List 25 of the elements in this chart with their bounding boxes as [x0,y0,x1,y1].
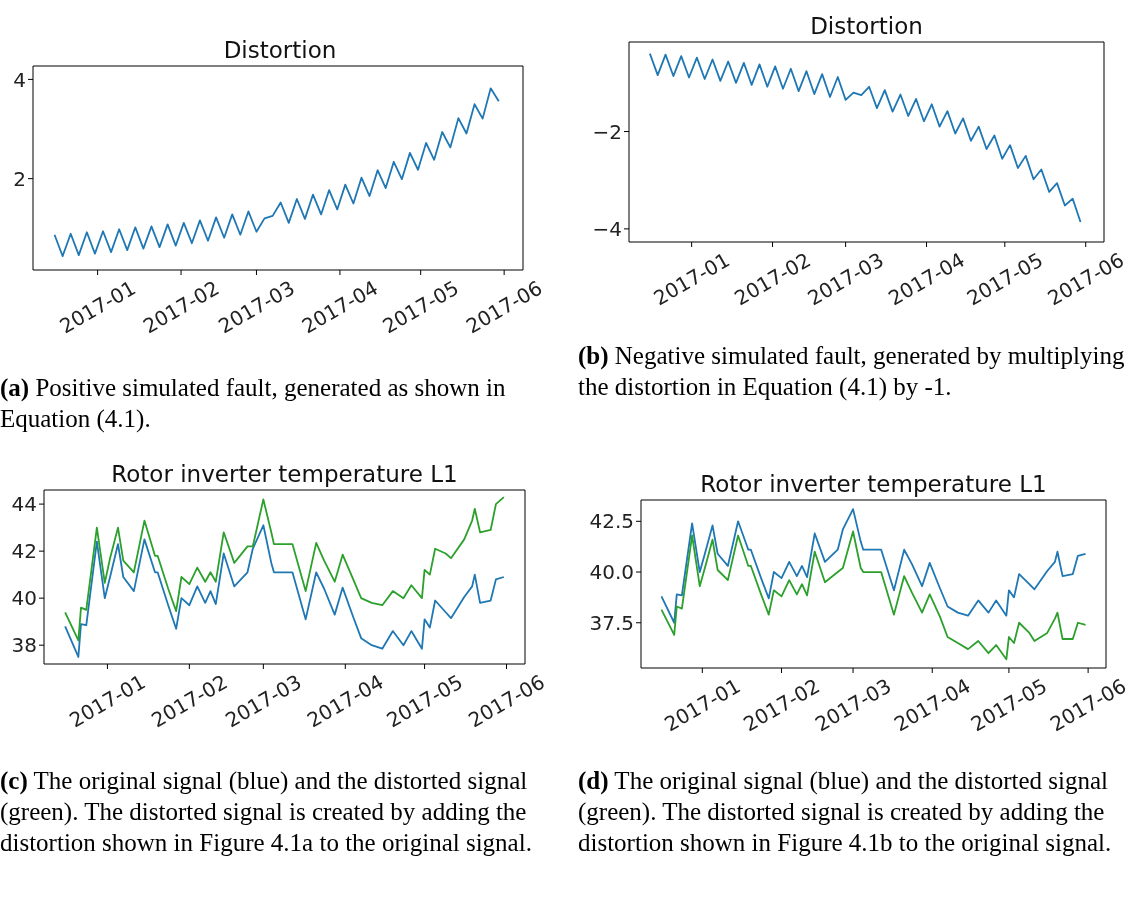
text: (a) Positive simulated fault, generated as shown in Equation (4.1). [0,373,507,434]
text: (d) The original signal (blue) and the distorted signal (green). The distorted signal is created by adding the distortion shown in Figure 4.1b to the original signal. [578,766,1113,858]
chart-title: Rotor inverter temperature L1 [700,470,1047,498]
y-tick-label: 38 [11,633,37,658]
line-series [64,496,505,642]
line-series [648,52,1082,223]
text: (c) The original signal (blue) and the distorted signal (green). The distorted signal is created by adding the distortion shown in Figure 4.1a to the original signal. [0,766,533,858]
chart-title: Distortion [810,12,923,40]
y-tick-label: −2 [592,119,622,144]
chart-title: Distortion [223,36,337,64]
y-tick-label: 40.0 [589,560,634,585]
y-tick-label: 44 [11,492,37,517]
line-series [64,524,505,658]
y-tick-label: 42 [11,539,37,564]
chart-title: Rotor inverter temperature L1 [111,460,458,488]
line-series [660,508,1087,624]
y-tick-label: 37.5 [589,610,634,635]
line-series [53,87,500,257]
y-tick-label: 40 [11,586,37,611]
y-tick-label: −4 [592,216,622,241]
y-tick-label: 42.5 [589,509,634,534]
line-series [660,530,1087,661]
y-tick-label: 2 [13,166,26,191]
text: (b) Negative simulated fault, generated by multiplying the distortion in Equation (4.1) by -1. [578,341,1126,402]
y-tick-label: 4 [13,67,26,92]
